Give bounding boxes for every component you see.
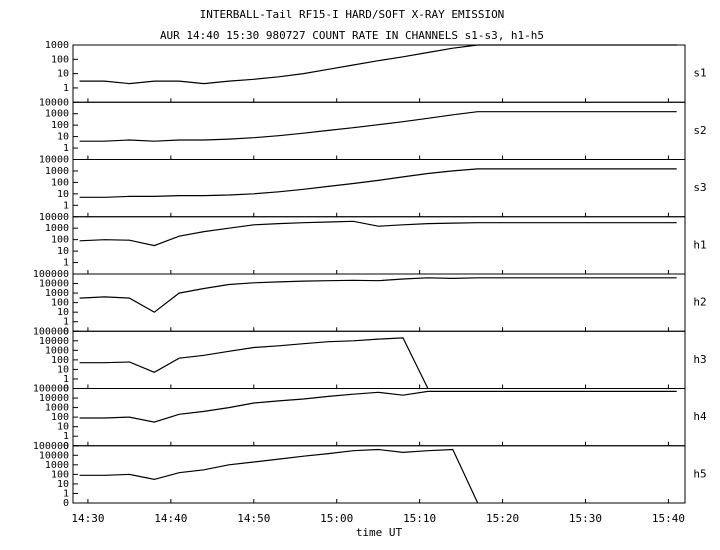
- x-tick-label: 14:30: [71, 512, 104, 525]
- y-tick-label: 1: [63, 83, 69, 94]
- data-line: [79, 448, 479, 504]
- y-tick-label: 10: [57, 132, 69, 143]
- y-tick-label: 0: [63, 326, 69, 337]
- data-line: [79, 111, 677, 142]
- y-tick-label: 10000: [39, 393, 69, 404]
- y-tick-label: 100: [51, 298, 69, 309]
- y-tick-label: 100: [51, 355, 69, 366]
- panel-frame: [72, 44, 686, 103]
- y-tick-label: 1000: [45, 223, 69, 234]
- y-tick-label: 100000: [33, 326, 69, 337]
- y-tick-label: 100: [51, 469, 69, 480]
- y-tick-label: 100: [51, 120, 69, 131]
- panel-frame: [72, 273, 686, 332]
- y-tick-label: 0: [63, 498, 69, 509]
- x-tick-label: 15:30: [569, 512, 602, 525]
- panel-frame: [72, 388, 686, 447]
- y-tick-label: 100000: [33, 384, 69, 395]
- y-tick-label: 10: [57, 189, 69, 200]
- y-tick-label: 1000: [45, 345, 69, 356]
- panel-label: s2: [693, 124, 706, 137]
- y-tick-label: 1: [63, 488, 69, 499]
- data-line: [79, 44, 677, 85]
- y-tick-label: 0: [63, 384, 69, 395]
- panel-frame: [72, 159, 686, 218]
- data-line: [79, 220, 677, 247]
- y-tick-label: 10: [57, 246, 69, 257]
- y-tick-label: 100: [51, 412, 69, 423]
- y-tick-label: 100000: [33, 269, 69, 280]
- data-line: [79, 168, 677, 198]
- y-tick-label: 10: [57, 69, 69, 80]
- panel-frame: [72, 216, 686, 275]
- y-tick-label: 1: [63, 431, 69, 442]
- y-tick-label: 1: [63, 258, 69, 269]
- y-tick-label: 1: [63, 143, 69, 154]
- x-tick-label: 15:10: [403, 512, 436, 525]
- panel-label: s1: [693, 67, 706, 80]
- y-tick-label: 1: [63, 374, 69, 385]
- y-tick-label: 10000: [39, 97, 69, 108]
- panel-label: s3: [693, 181, 706, 194]
- y-tick-label: 10000: [39, 212, 69, 223]
- y-tick-label: 10000: [39, 450, 69, 461]
- y-tick-label: 10: [57, 307, 69, 318]
- panel-label: h2: [693, 296, 706, 309]
- y-tick-label: 10000: [39, 336, 69, 347]
- data-line: [79, 337, 429, 389]
- y-tick-label: 10: [57, 364, 69, 375]
- y-tick-label: 100: [51, 235, 69, 246]
- x-tick-label: 15:00: [320, 512, 353, 525]
- y-tick-label: 10: [57, 422, 69, 433]
- y-tick-label: 1: [63, 317, 69, 328]
- y-tick-label: 1: [63, 200, 69, 211]
- y-tick-label: 10000: [39, 155, 69, 166]
- x-axis-label: time UT: [356, 526, 403, 539]
- x-tick-label: 15:20: [486, 512, 519, 525]
- panel-label: h3: [693, 353, 706, 366]
- y-tick-label: 100: [51, 177, 69, 188]
- y-tick-label: 1000: [45, 288, 69, 299]
- x-tick-label: 15:40: [652, 512, 685, 525]
- panel-frame: [72, 330, 686, 389]
- panel-label: h5: [693, 467, 706, 480]
- panel-label: h4: [693, 410, 707, 423]
- y-tick-label: 10000: [39, 279, 69, 290]
- data-line: [79, 277, 677, 313]
- panel-frame: [72, 101, 686, 160]
- y-tick-label: 1000: [45, 109, 69, 120]
- panel-frame: [72, 445, 686, 504]
- chart-title: INTERBALL-Tail RF15-I HARD/SOFT X-RAY EM…: [200, 8, 505, 21]
- data-line: [79, 390, 677, 423]
- y-tick-label: 100: [51, 54, 69, 65]
- x-tick-label: 14:40: [154, 512, 187, 525]
- x-tick-label: 14:50: [237, 512, 270, 525]
- panel-label: h1: [693, 238, 706, 251]
- y-tick-label: 1000: [45, 166, 69, 177]
- y-tick-label: 1000: [45, 460, 69, 471]
- y-tick-label: 1000: [45, 403, 69, 414]
- y-tick-label: 1000: [45, 40, 69, 51]
- y-tick-label: 0: [63, 441, 69, 452]
- chart-subtitle: AUR 14:40 15:30 980727 COUNT RATE IN CHA…: [160, 29, 544, 42]
- y-tick-label: 10: [57, 479, 69, 490]
- y-tick-label: 100000: [33, 441, 69, 452]
